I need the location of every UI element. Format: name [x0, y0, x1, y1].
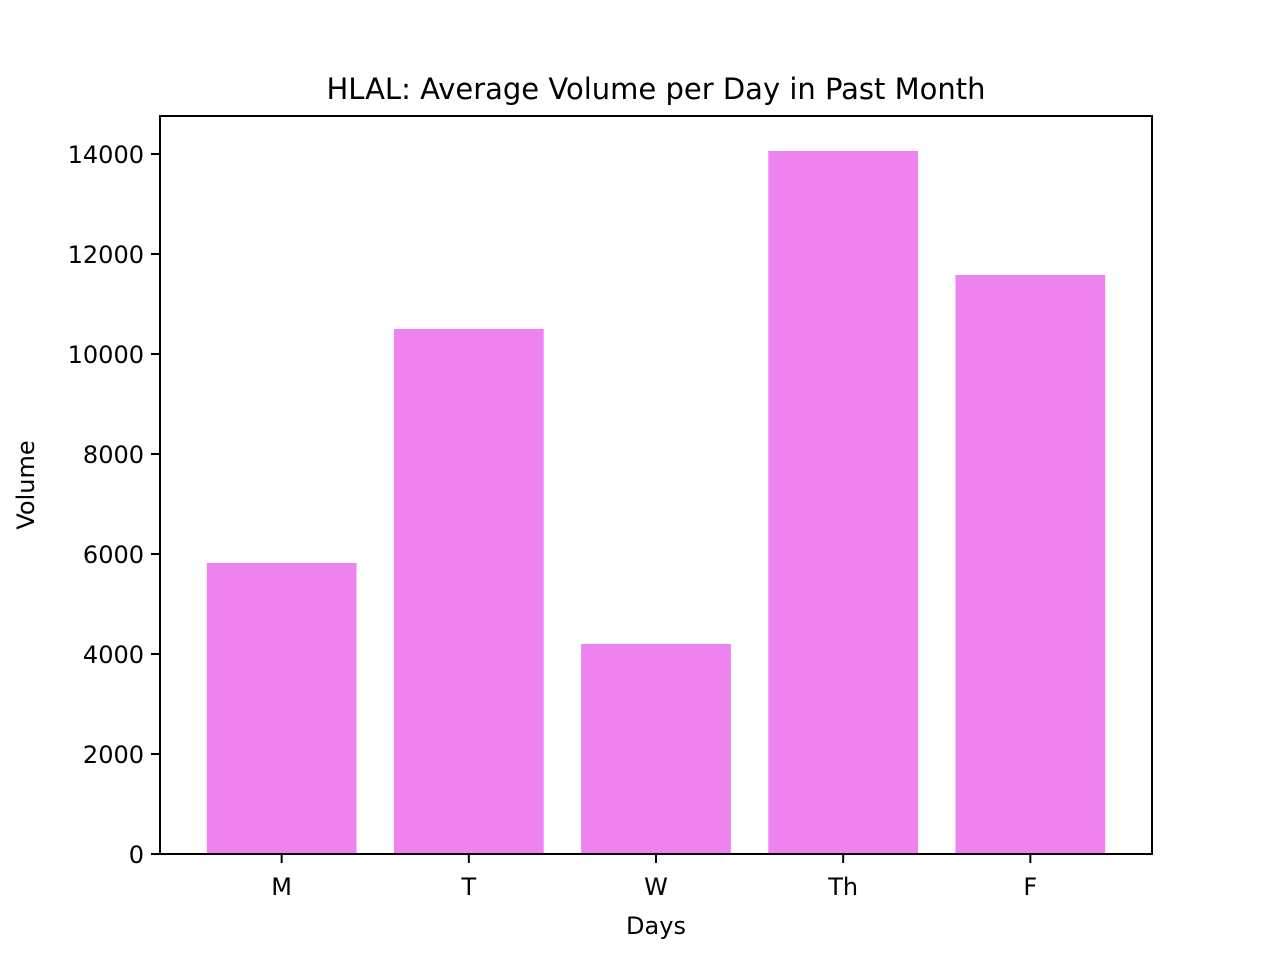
bars-group: [206, 151, 1106, 854]
bar-w: [581, 644, 731, 854]
y-tick-label: 6000: [83, 541, 144, 569]
x-axis-title: Days: [626, 912, 686, 940]
y-tick-label: 0: [129, 841, 144, 869]
bar-f: [955, 275, 1106, 854]
x-tick-label: W: [644, 873, 668, 901]
x-tick-label: T: [460, 873, 476, 901]
y-tick-label: 10000: [68, 341, 144, 369]
y-tick-label: 4000: [83, 641, 144, 669]
bar-m: [206, 563, 357, 854]
y-axis: 0 2000 4000 6000 8000 10000 12000 14000: [68, 141, 160, 869]
x-tick-label: Th: [827, 873, 858, 901]
bar-th: [768, 151, 919, 854]
y-tick-label: 12000: [68, 241, 144, 269]
y-tick-label: 8000: [83, 441, 144, 469]
x-tick-label: F: [1023, 873, 1037, 901]
y-axis-title: Volume: [12, 440, 40, 529]
x-tick-label: M: [271, 873, 292, 901]
plot-frame: [159, 115, 1153, 855]
y-tick-label: 2000: [83, 741, 144, 769]
x-axis: M T W Th F: [271, 854, 1037, 901]
y-tick-label: 14000: [68, 141, 144, 169]
chart-title: HLAL: Average Volume per Day in Past Mon…: [326, 72, 985, 106]
bar-t: [393, 329, 544, 854]
